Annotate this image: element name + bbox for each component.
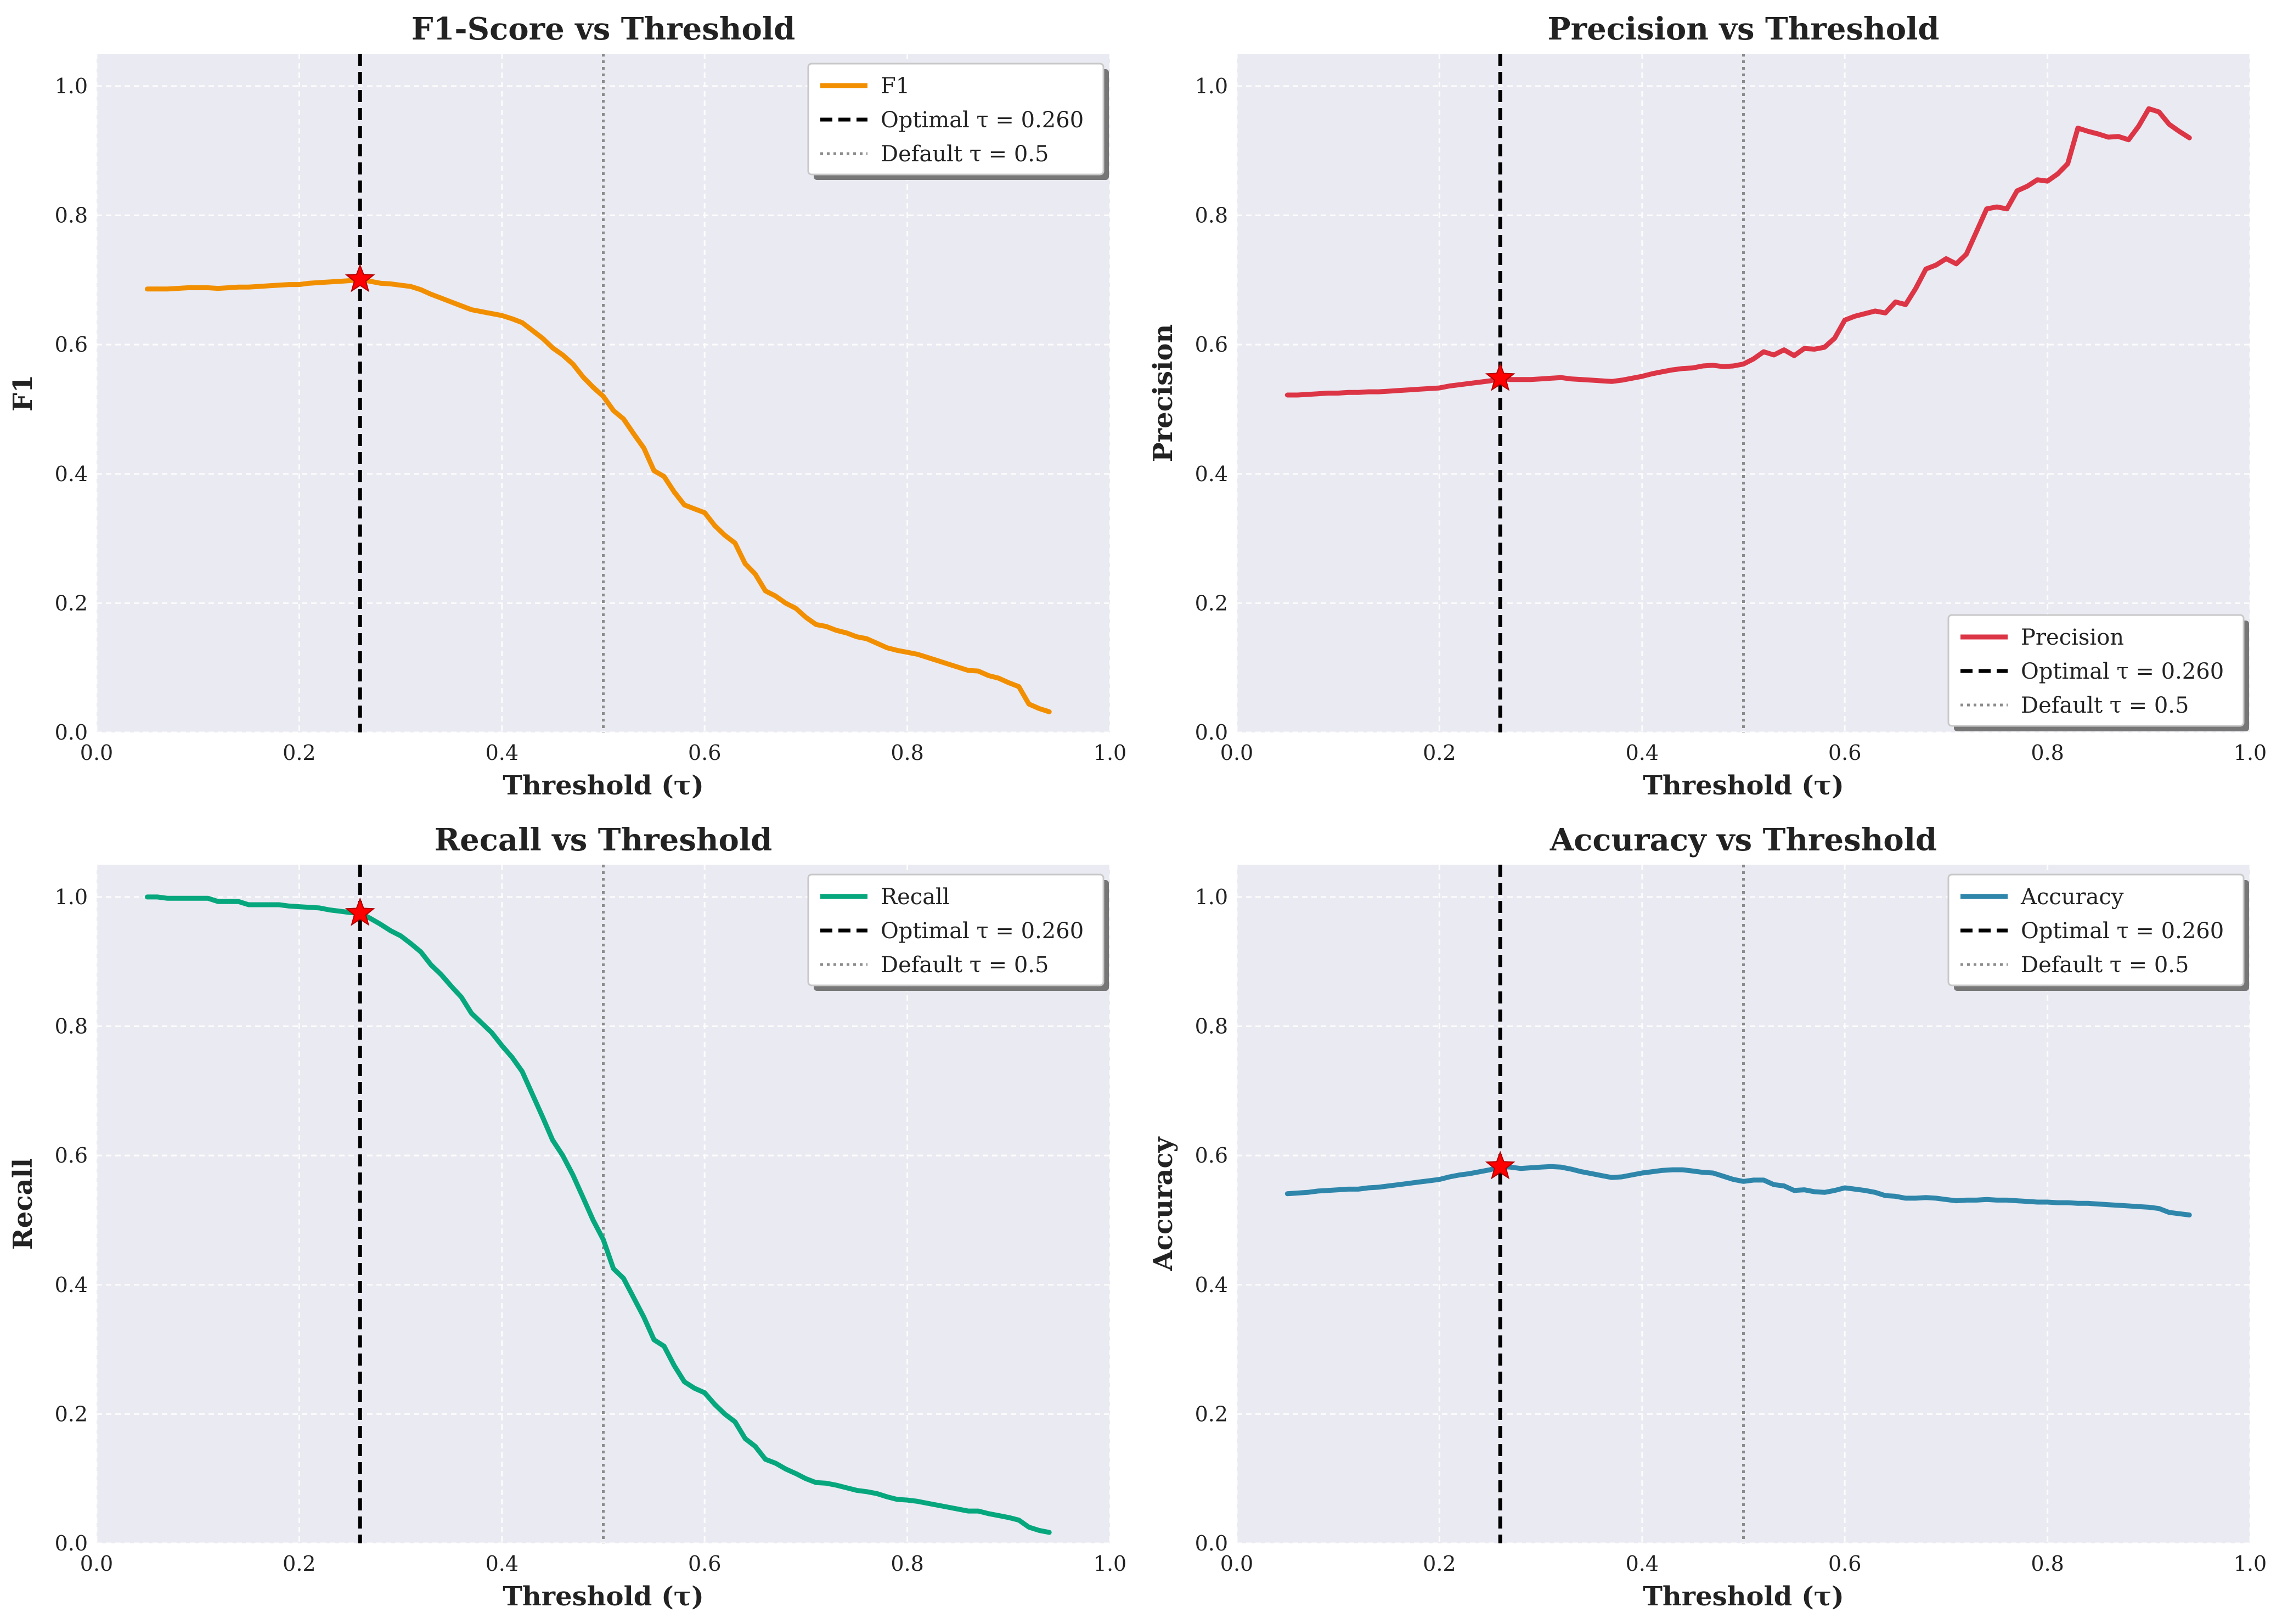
y-axis-label: Accuracy [1148, 1136, 1179, 1271]
x-tick-label: 0.6 [688, 741, 721, 765]
y-tick-label: 0.4 [55, 462, 88, 486]
y-axis-label: Precision [1148, 324, 1179, 463]
y-tick-label: 0.4 [1195, 462, 1228, 486]
x-tick-label: 0.2 [1423, 741, 1456, 765]
optimal-point-star-marker [345, 263, 375, 292]
y-tick-label: 0.6 [1195, 1143, 1228, 1168]
legend: Accuracy Optimal τ = 0.260 Default τ = 0.5 [1947, 873, 2249, 991]
x-tick-label: 1.0 [2234, 1552, 2267, 1576]
y-tick-label: 0.8 [55, 204, 88, 228]
x-tick-label: 0.4 [1626, 1552, 1659, 1576]
x-tick-label: 0.0 [1220, 1552, 1253, 1576]
legend-box [1947, 614, 2245, 727]
optimal-point-star-marker [1485, 1151, 1515, 1180]
y-tick-label: 0.4 [55, 1273, 88, 1297]
series-line-recall [144, 894, 1052, 1535]
x-tick-label: 1.0 [1094, 741, 1126, 765]
x-tick-label: 0.8 [2031, 1552, 2064, 1576]
x-tick-label: 0.2 [283, 741, 315, 765]
x-tick-label: 0.6 [688, 1552, 721, 1576]
chart-panel-2: 0.0 0.2 0.4 0.6 0.8 1.0 0.0 0.2 0.4 0.6 0.8 1.0 Prec… [1148, 11, 2267, 801]
x-tick-label: 0.2 [1423, 1552, 1456, 1576]
y-tick-label: 0.8 [55, 1014, 88, 1039]
y-axis-label: Recall [8, 1158, 38, 1250]
y-tick-label: 1.0 [1195, 885, 1228, 909]
legend-entry-optimal-label: Optimal τ = 0.260 [2021, 918, 2224, 944]
x-tick-label: 0.4 [1626, 741, 1659, 765]
x-axis-label: Threshold (τ) [503, 770, 704, 801]
legend-box [807, 873, 1105, 986]
legend-box [807, 63, 1105, 176]
x-tick-label: 0.4 [486, 1552, 519, 1576]
y-tick-label: 0.0 [55, 720, 88, 745]
legend-entry-series-label: Accuracy [2020, 884, 2124, 910]
x-tick-label: 0.0 [80, 1552, 113, 1576]
legend-entry-series-label: F1 [881, 74, 910, 99]
x-axis-label: Threshold (τ) [503, 1581, 704, 1612]
x-tick-label: 0.2 [283, 1552, 315, 1576]
legend-box [1947, 873, 2245, 986]
legend-entry-optimal-label: Optimal τ = 0.260 [881, 108, 1084, 133]
legend-entry-optimal-label: Optimal τ = 0.260 [881, 918, 1084, 944]
y-tick-label: 0.4 [1195, 1273, 1228, 1297]
chart-panel-4: 0.0 0.2 0.4 0.6 0.8 1.0 0.0 0.2 0.4 0.6 0.8 1.0 Accu… [1148, 822, 2267, 1612]
legend-entry-optimal-label: Optimal τ = 0.260 [2021, 659, 2224, 684]
x-tick-label: 0.8 [891, 1552, 923, 1576]
x-tick-label: 0.4 [486, 741, 519, 765]
x-tick-label: 1.0 [2234, 741, 2267, 765]
y-tick-label: 0.8 [1195, 204, 1228, 228]
x-tick-label: 0.0 [1220, 741, 1253, 765]
x-tick-label: 0.8 [2031, 741, 2064, 765]
y-tick-label: 0.0 [1195, 1531, 1228, 1555]
chart-panel-3: 0.0 0.2 0.4 0.6 0.8 1.0 0.0 0.2 0.4 0.6 0.8 1.0 Reca… [8, 822, 1126, 1612]
legend-entry-series-label: Precision [2021, 625, 2124, 650]
y-tick-label: 0.2 [55, 591, 88, 615]
y-tick-label: 0.8 [1195, 1014, 1228, 1039]
y-tick-label: 0.2 [1195, 591, 1228, 615]
series-line-f1 [144, 277, 1052, 714]
series-line-accuracy [1284, 1164, 2192, 1217]
x-tick-label: 0.8 [891, 741, 923, 765]
y-tick-label: 1.0 [55, 74, 88, 98]
y-tick-label: 0.6 [1195, 332, 1228, 357]
optimal-point-star-marker [345, 897, 375, 926]
legend-entry-series-label: Recall [881, 884, 950, 910]
legend: F1 Optimal τ = 0.260 Default τ = 0.5 [807, 63, 1109, 180]
legend-entry-default-label: Default τ = 0.5 [881, 142, 1049, 167]
x-tick-label: 0.6 [1828, 1552, 1861, 1576]
y-tick-label: 0.6 [55, 1143, 88, 1168]
x-tick-label: 0.0 [80, 741, 113, 765]
chart-title: Precision vs Threshold [1547, 11, 1939, 47]
legend-entry-default-label: Default τ = 0.5 [2021, 952, 2189, 978]
y-tick-label: 0.0 [55, 1531, 88, 1555]
y-tick-label: 1.0 [1195, 74, 1228, 98]
optimal-point-star-marker [1485, 362, 1515, 391]
chart-title: Accuracy vs Threshold [1549, 822, 1937, 858]
legend: Precision Optimal τ = 0.260 Default τ = 0.… [1947, 614, 2249, 731]
y-tick-label: 0.2 [1195, 1402, 1228, 1426]
chart-panel-1: 0.0 0.2 0.4 0.6 0.8 1.0 0.0 0.2 0.4 0.6 0.8 1.0 F1-S… [8, 11, 1126, 801]
x-tick-label: 0.6 [1828, 741, 1861, 765]
chart-title: Recall vs Threshold [435, 822, 773, 858]
series-line-precision [1284, 106, 2192, 398]
y-tick-label: 0.2 [55, 1402, 88, 1426]
chart-title: F1-Score vs Threshold [412, 11, 796, 47]
y-axis-label: F1 [8, 375, 38, 411]
legend: Recall Optimal τ = 0.260 Default τ = 0.5 [807, 873, 1109, 991]
x-tick-label: 1.0 [1094, 1552, 1126, 1576]
y-tick-label: 1.0 [55, 885, 88, 909]
x-axis-label: Threshold (τ) [1643, 1581, 1844, 1612]
y-tick-label: 0.0 [1195, 720, 1228, 745]
legend-entry-default-label: Default τ = 0.5 [2021, 693, 2189, 718]
x-axis-label: Threshold (τ) [1643, 770, 1844, 801]
legend-entry-default-label: Default τ = 0.5 [881, 952, 1049, 978]
y-tick-label: 0.6 [55, 332, 88, 357]
